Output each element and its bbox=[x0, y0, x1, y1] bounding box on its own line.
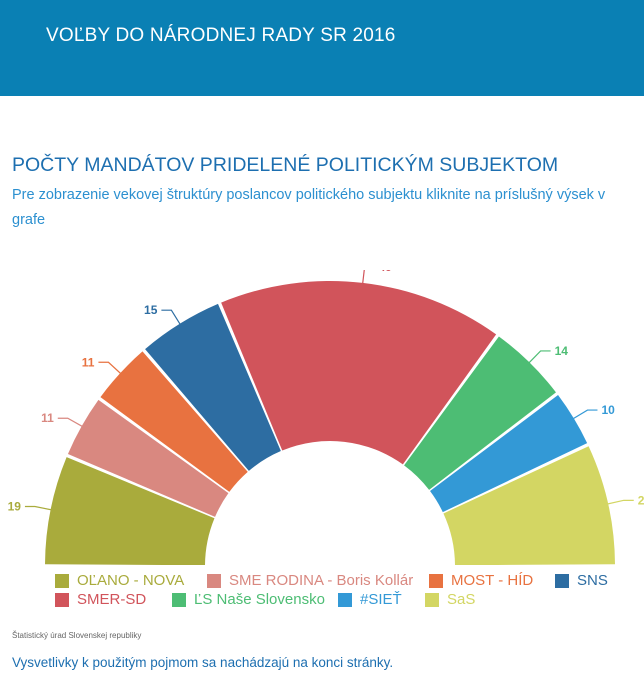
leader-line-siet bbox=[570, 409, 598, 421]
legend-label: SNS bbox=[577, 572, 608, 589]
legend-swatch bbox=[338, 592, 352, 607]
slice-sme-rodina-boris-kollar[interactable] bbox=[67, 399, 229, 517]
legend-item-siet[interactable]: #SIEŤ bbox=[338, 591, 402, 608]
leader-line-sns bbox=[161, 309, 182, 327]
value-label-siet: 10 bbox=[601, 403, 615, 417]
legend-item-sns[interactable]: SNS bbox=[555, 572, 608, 589]
value-label-ls-nase-slovensko: 14 bbox=[555, 344, 569, 358]
slice-siet[interactable] bbox=[430, 395, 588, 513]
legend-item-ls-nase-slovensko[interactable]: ĽS Naše Slovensko bbox=[172, 591, 325, 608]
legend-swatch bbox=[425, 592, 439, 607]
value-label-sme-rodina-boris-kollar: 11 bbox=[41, 411, 54, 425]
section-title: POČTY MANDÁTOV PRIDELENÉ POLITICKÝM SUBJ… bbox=[12, 154, 559, 176]
section-subtitle: Pre zobrazenie vekovej štruktúry poslanc… bbox=[12, 187, 606, 228]
legend-label: #SIEŤ bbox=[360, 591, 402, 608]
legend-item-olano-nova[interactable]: OĽANO - NOVA bbox=[55, 572, 184, 589]
header-title: VOĽBY DO NÁRODNEJ RADY SR 2016 bbox=[46, 25, 396, 46]
legend-label: SaS bbox=[447, 591, 476, 608]
legend-item-sme-rodina-boris-kollar[interactable]: SME RODINA - Boris Kollár bbox=[207, 572, 413, 589]
legend-swatch bbox=[429, 573, 443, 588]
legend-item-smer-sd[interactable]: SMER-SD bbox=[55, 591, 146, 608]
source-note: Štatistický úrad Slovenskej republiky bbox=[12, 631, 142, 640]
legend-swatch bbox=[55, 573, 69, 588]
legend-swatch bbox=[55, 592, 69, 607]
legend-label: OĽANO - NOVA bbox=[77, 572, 185, 589]
value-label-most-hid: 11 bbox=[82, 355, 95, 369]
slice-most-hid[interactable] bbox=[100, 351, 248, 492]
leader-line-sme-rodina-boris-kollar bbox=[57, 417, 85, 429]
legend-item-sas[interactable]: SaS bbox=[425, 591, 475, 608]
legend-label: SMER-SD bbox=[77, 591, 147, 608]
slice-ls-nase-slovensko[interactable] bbox=[404, 336, 556, 490]
footer-note: Vysvetlivky k použitým pojmom sa nachádz… bbox=[12, 655, 394, 670]
legend-label: ĽS Naše Slovensko bbox=[194, 591, 325, 608]
leader-line-most-hid bbox=[98, 361, 123, 376]
slice-sas[interactable] bbox=[443, 446, 615, 565]
slice-smer-sd[interactable] bbox=[221, 281, 497, 465]
value-label-sas: 21 bbox=[638, 493, 644, 507]
header-bar: VOĽBY DO NÁRODNEJ RADY SR 2016 bbox=[0, 0, 644, 96]
legend-swatch bbox=[172, 592, 186, 607]
legend-swatch bbox=[207, 573, 221, 588]
legend-swatch bbox=[555, 573, 569, 588]
leader-line-smer-sd bbox=[361, 270, 365, 286]
legend-label: SME RODINA - Boris Kollár bbox=[229, 572, 414, 589]
legend-label: MOST - HÍD bbox=[451, 572, 534, 589]
slice-olano-nova[interactable] bbox=[45, 457, 215, 565]
value-label-sns: 15 bbox=[144, 303, 158, 317]
leader-line-olano-nova bbox=[24, 505, 54, 511]
leader-line-ls-nase-slovensko bbox=[526, 350, 551, 365]
slice-sns[interactable] bbox=[145, 303, 281, 471]
legend-item-most-hid[interactable]: MOST - HÍD bbox=[429, 572, 533, 589]
leader-line-sas bbox=[605, 499, 634, 506]
seat-chart: 19 11 11 15 49 14 10 21 bbox=[8, 270, 644, 565]
value-label-smer-sd: 49 bbox=[379, 270, 393, 274]
value-label-olano-nova: 19 bbox=[8, 500, 22, 514]
